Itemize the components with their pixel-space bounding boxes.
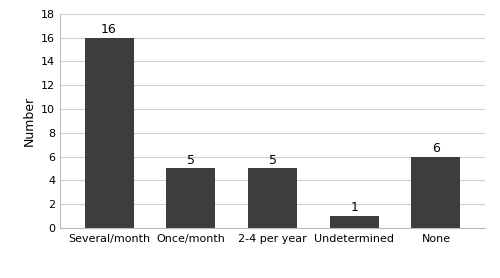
- Text: 5: 5: [187, 154, 195, 167]
- Text: 6: 6: [432, 142, 440, 155]
- Y-axis label: Number: Number: [22, 96, 36, 146]
- Bar: [248, 168, 297, 228]
- Bar: [166, 168, 216, 228]
- Bar: [330, 216, 379, 228]
- Bar: [84, 38, 134, 228]
- Text: 5: 5: [268, 154, 276, 167]
- Bar: [412, 157, 461, 228]
- Text: 16: 16: [101, 23, 117, 36]
- Text: 1: 1: [350, 201, 358, 214]
